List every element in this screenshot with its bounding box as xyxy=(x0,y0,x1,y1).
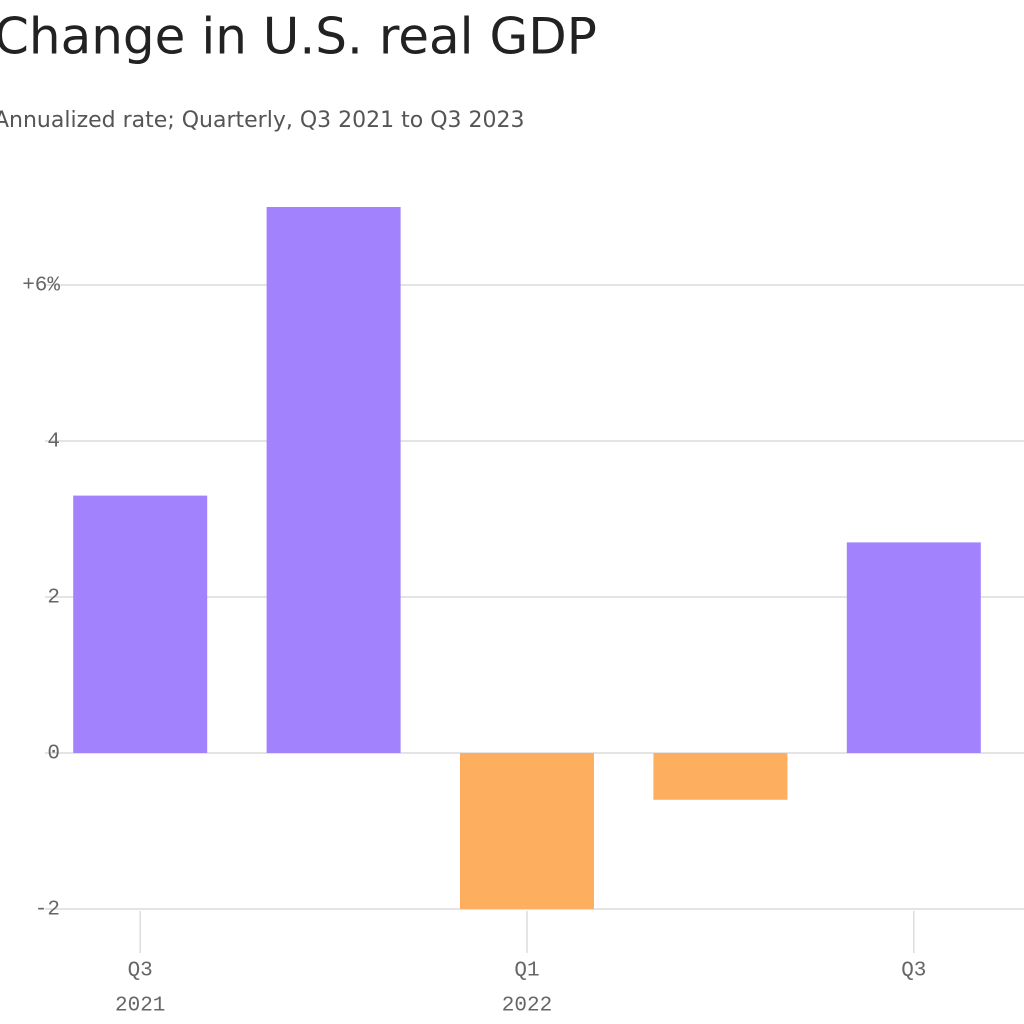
x-tick-label: Q1 xyxy=(514,960,539,983)
bar xyxy=(266,207,401,753)
y-tick-label: 0 xyxy=(47,743,60,766)
chart-title: Change in U.S. real GDP xyxy=(0,8,597,66)
chart-subtitle: Annualized rate; Quarterly, Q3 2021 to Q… xyxy=(0,108,525,133)
bar xyxy=(460,753,594,909)
bar xyxy=(653,753,788,800)
x-tick-label: Q3 xyxy=(901,960,926,983)
y-tick-label: 2 xyxy=(47,587,60,610)
bar xyxy=(846,542,981,753)
y-tick-label: -2 xyxy=(35,899,60,922)
bar xyxy=(73,495,208,753)
x-tick-label: Q3 xyxy=(128,960,153,983)
y-tick-label: 4 xyxy=(47,431,60,454)
x-tick-year: 2021 xyxy=(115,995,165,1018)
y-tick-label: +6% xyxy=(22,275,60,298)
x-tick-year: 2022 xyxy=(502,995,552,1018)
